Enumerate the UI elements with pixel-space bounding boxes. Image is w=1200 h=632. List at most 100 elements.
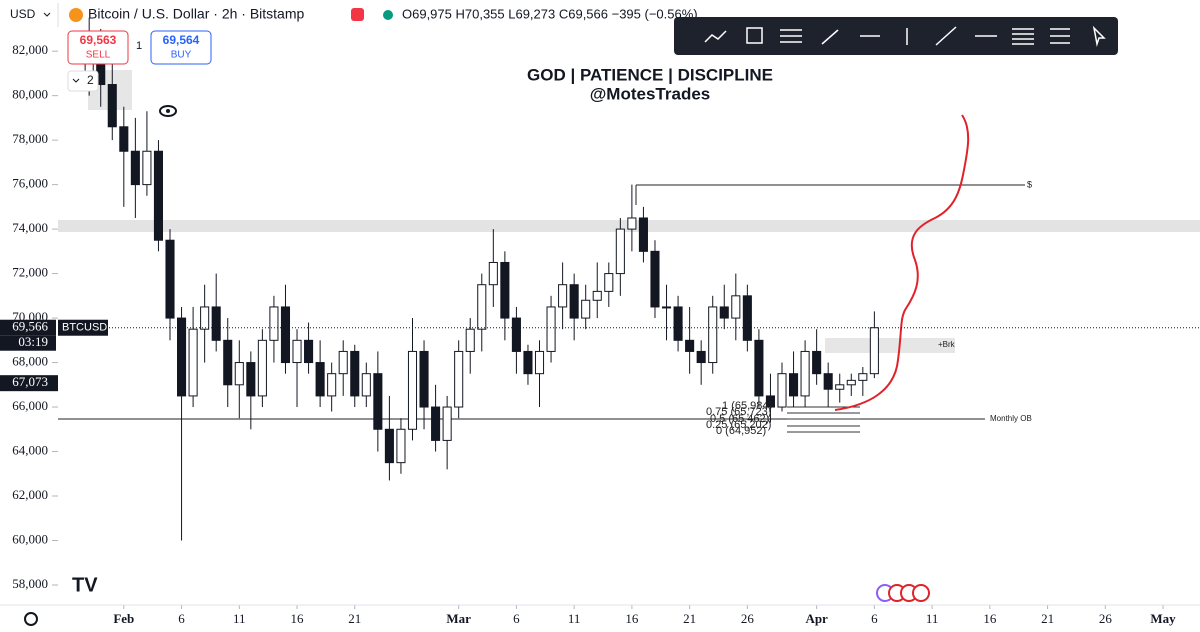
candle-body xyxy=(673,306,683,341)
candle-body xyxy=(280,306,291,364)
tool-icon[interactable] xyxy=(746,27,763,44)
y-tick-label: 68,000 xyxy=(12,354,48,369)
candle-body xyxy=(188,328,198,397)
symbol-box xyxy=(58,319,108,336)
candle-body xyxy=(696,350,706,364)
x-tick-label: Apr xyxy=(805,611,828,626)
sell-label: SELL xyxy=(86,50,111,61)
annotation: $ xyxy=(1027,179,1032,189)
bitcoin-icon xyxy=(69,8,83,22)
candle-body xyxy=(234,362,244,386)
ohlc: O69,975 H70,355 L69,273 C69,566 −395 (−0… xyxy=(402,6,698,21)
annotation: +Brk xyxy=(938,340,956,349)
candle-body xyxy=(835,384,845,390)
tool-icon[interactable] xyxy=(780,29,802,43)
y-tick-label: 80,000 xyxy=(12,87,48,102)
candle-body xyxy=(246,362,256,397)
axes: 58,00060,00062,00064,00066,00068,00070,0… xyxy=(0,42,1200,626)
buy-button[interactable] xyxy=(150,30,212,65)
status-icon xyxy=(351,8,364,21)
candle-body xyxy=(523,350,533,375)
candle-body xyxy=(685,339,695,352)
countdown-label: 03:19 xyxy=(18,334,48,349)
candle-body xyxy=(431,406,441,441)
candle-body xyxy=(789,373,799,397)
candle-body xyxy=(269,306,279,341)
market-status xyxy=(383,10,393,20)
y-tick-label: 62,000 xyxy=(12,487,48,502)
candle-body xyxy=(558,284,568,308)
y-tick-label: 82,000 xyxy=(12,42,48,57)
sell-price: 69,563 xyxy=(80,33,117,47)
tool-icon[interactable] xyxy=(935,26,957,46)
candle-body xyxy=(142,150,152,186)
candle-body xyxy=(846,379,856,386)
candle-body xyxy=(119,126,129,152)
x-tick-label: Feb xyxy=(113,611,134,626)
candle-body xyxy=(292,339,302,364)
breakout-zone xyxy=(825,338,955,353)
tool-icon[interactable] xyxy=(821,29,839,45)
tool-icon[interactable] xyxy=(1092,25,1106,47)
tool-icon[interactable] xyxy=(1012,28,1034,45)
candle-body xyxy=(465,328,475,352)
x-tick-label: 16 xyxy=(625,611,639,626)
candle-body xyxy=(350,350,360,397)
x-tick-label: May xyxy=(1150,611,1176,626)
collapse-button[interactable] xyxy=(67,70,99,92)
instrument-title: Bitcoin / U.S. Dollar · 2h · Bitstamp xyxy=(88,6,305,22)
x-tick-label: 21 xyxy=(1041,611,1054,626)
candle-body xyxy=(304,339,314,364)
candle-body xyxy=(731,295,741,319)
candle-body xyxy=(858,373,868,381)
candle-body xyxy=(754,339,764,397)
x-tick-label: 26 xyxy=(741,611,755,626)
candle-body xyxy=(477,284,487,330)
candle-body xyxy=(165,239,175,319)
fib-label: 0.25 (65,202) xyxy=(706,419,771,431)
candle-body xyxy=(823,373,833,390)
fib-label: 0.5 (65,462) xyxy=(710,413,769,425)
candle-body xyxy=(373,373,383,430)
buy-price: 69,564 xyxy=(163,33,200,47)
candle-body xyxy=(223,339,233,386)
currency-select[interactable]: USD xyxy=(10,7,36,21)
x-tick-label: 11 xyxy=(233,611,246,626)
drawing-toolbar xyxy=(674,17,1118,55)
candle-body xyxy=(627,217,637,230)
settings-button[interactable] xyxy=(24,612,38,626)
tool-icon[interactable] xyxy=(1050,28,1070,44)
candle-body xyxy=(454,350,464,408)
y-tick-label: 78,000 xyxy=(12,131,48,146)
eye-icon[interactable] xyxy=(159,105,177,117)
x-tick-label: 26 xyxy=(1099,611,1113,626)
candle-body xyxy=(511,317,521,352)
candle-body xyxy=(615,228,625,275)
fib-labels: 1 (65,984) 0.75 (65,723) 0.5 (65,462) 0.… xyxy=(706,400,772,437)
x-tick-label: 6 xyxy=(178,611,185,626)
x-tick-label: Mar xyxy=(446,611,471,626)
y-tick-label: 58,000 xyxy=(12,576,48,591)
candle-body xyxy=(812,350,822,375)
quantity: 1 xyxy=(136,40,142,52)
candle-body xyxy=(257,339,267,397)
candle-body xyxy=(569,284,579,319)
sell-button[interactable] xyxy=(67,30,129,65)
symbol-label: BTCUSD xyxy=(62,322,107,334)
candle-body xyxy=(384,428,394,464)
candle-body xyxy=(719,306,729,319)
candle-body xyxy=(650,250,660,308)
fib-label: 0 (64,952) xyxy=(716,425,766,437)
candle-body xyxy=(200,306,210,330)
tool-icon[interactable] xyxy=(704,30,727,43)
last-price-label: 69,566 xyxy=(12,319,48,334)
chart-title: GOD | PATIENCE | DISCIPLINE xyxy=(527,65,773,84)
y-tick-label: 64,000 xyxy=(12,443,48,458)
candles xyxy=(84,17,879,541)
projection-path xyxy=(834,114,970,411)
countdown-box xyxy=(0,335,56,351)
candle-body xyxy=(338,350,348,375)
candle-body xyxy=(661,306,672,309)
candle-body xyxy=(604,273,614,292)
